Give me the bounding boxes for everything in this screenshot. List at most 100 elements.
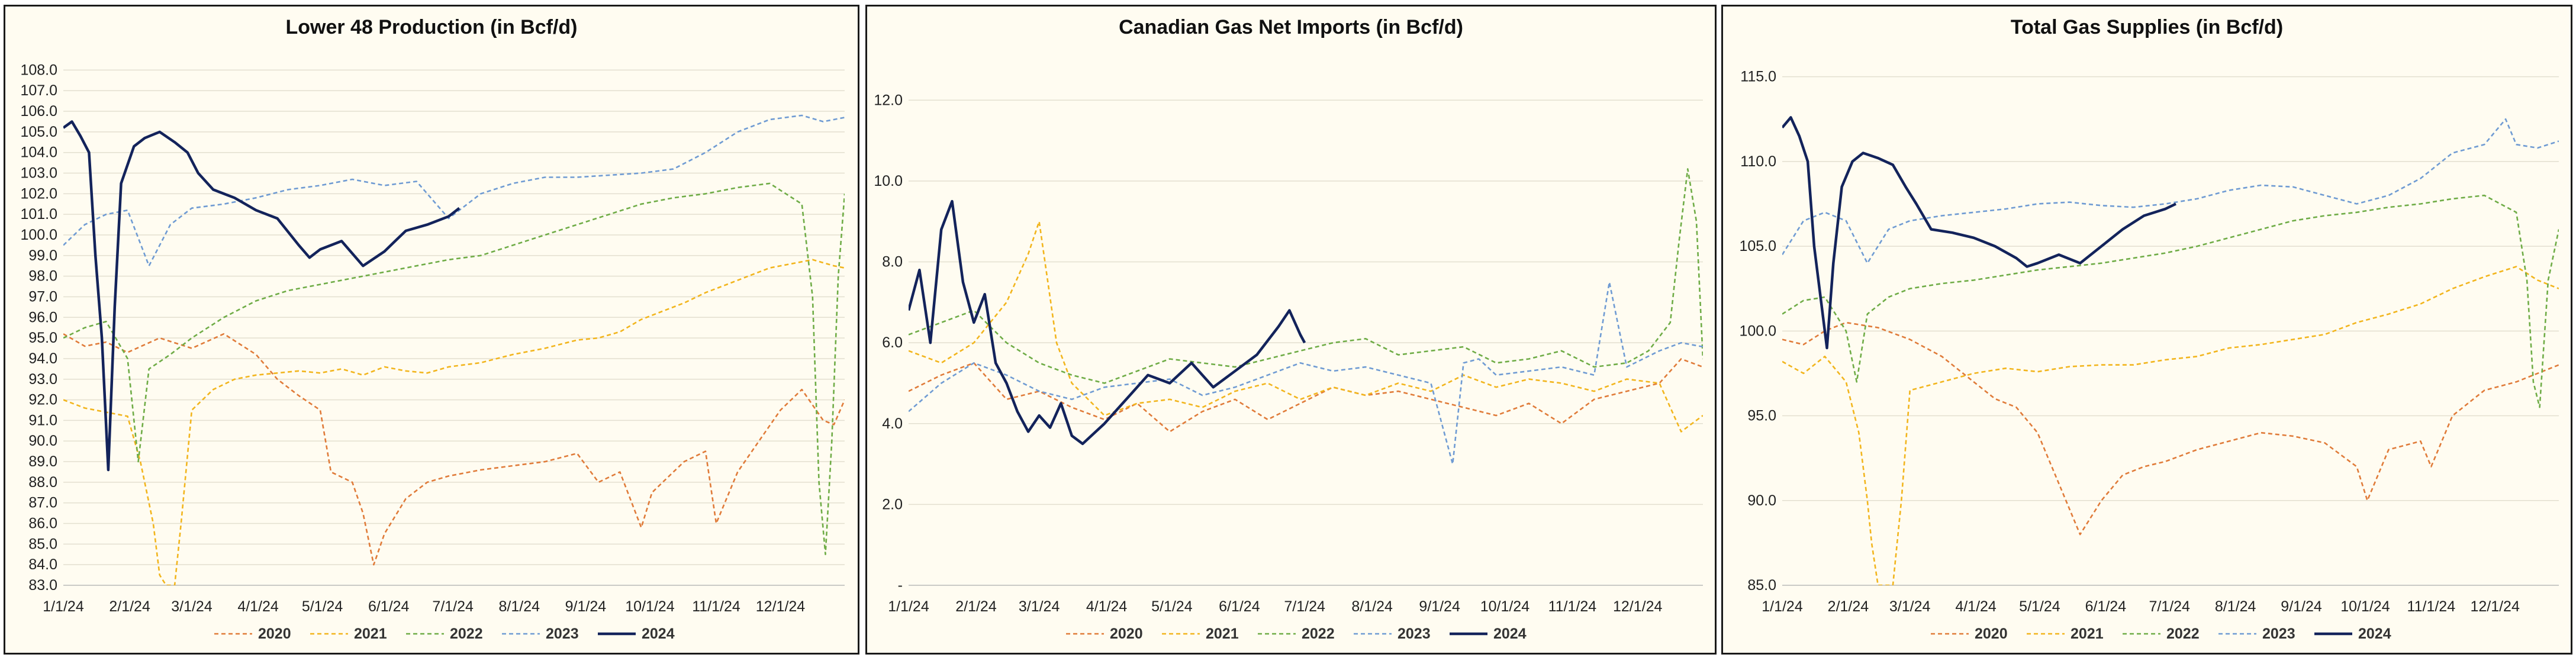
y-tick-label: 105.0 — [1739, 238, 1776, 254]
x-tick-label: 10/1/24 — [625, 598, 675, 615]
series-line-2023 — [909, 281, 1703, 465]
chart-title: Total Gas Supplies (in Bcf/d) — [2011, 16, 2283, 38]
y-tick-label: 97.0 — [28, 288, 57, 305]
y-tick-label: 98.0 — [28, 268, 57, 285]
x-tick-label: 8/1/24 — [2215, 598, 2256, 615]
y-tick-label: 4.0 — [882, 415, 903, 432]
x-tick-label: 2/1/24 — [1828, 598, 1869, 615]
chart-panel-lower48-production: Lower 48 Production (in Bcf/d) 83.0 84.0 85… — [4, 5, 859, 655]
y-tick-label: 95.0 — [28, 330, 57, 346]
y-tick-label: 115.0 — [1740, 69, 1776, 85]
y-tick-label: 89.0 — [28, 453, 57, 470]
x-tick-label: 10/1/24 — [2340, 598, 2390, 615]
y-tick-label: 85.0 — [28, 536, 57, 552]
x-tick-label: 12/1/24 — [2470, 598, 2520, 615]
y-tick-label: 95.0 — [1747, 408, 1776, 424]
chart-panel-canadian-imports: Canadian Gas Net Imports (in Bcf/d) - 2.0 4… — [865, 5, 1717, 655]
x-tick-label: 7/1/24 — [1284, 598, 1325, 615]
series-line-2022 — [63, 182, 845, 556]
x-tick-label: 12/1/24 — [756, 598, 806, 615]
series-line-2020 — [1782, 321, 2559, 536]
chart-canadian-imports: Canadian Gas Net Imports (in Bcf/d) - 2.0 4… — [874, 16, 1703, 642]
y-tick-label: 10.0 — [874, 173, 903, 189]
chart-title: Canadian Gas Net Imports (in Bcf/d) — [1119, 16, 1463, 38]
series-line-2024 — [909, 199, 1306, 446]
x-tick-label: 11/1/24 — [2407, 598, 2456, 615]
x-tick-label: 2/1/24 — [955, 598, 997, 615]
x-tick-label: 9/1/24 — [565, 598, 607, 615]
legend-label-2023: 2023 — [546, 626, 579, 642]
y-tick-label: 86.0 — [28, 515, 57, 532]
legend-label-2024: 2024 — [1493, 626, 1527, 642]
y-tick-label: 8.0 — [882, 254, 903, 270]
x-tick-label: 9/1/24 — [1419, 598, 1460, 615]
y-tick-label: 105.0 — [20, 124, 57, 140]
chart-title: Lower 48 Production (in Bcf/d) — [285, 16, 577, 38]
y-tick-label: 106.0 — [20, 103, 57, 120]
x-tick-label: 9/1/24 — [2281, 598, 2322, 615]
series-line-2023 — [1782, 118, 2559, 264]
legend-label-2023: 2023 — [1398, 626, 1431, 642]
x-tick-label: 8/1/24 — [1351, 598, 1393, 615]
series-line-2024 — [63, 120, 461, 472]
legend-label-2022: 2022 — [1302, 626, 1335, 642]
y-tick-label: 85.0 — [1747, 577, 1776, 594]
y-tick-label: 92.0 — [28, 392, 57, 408]
legend-label-2022: 2022 — [2166, 626, 2200, 642]
legend-label-2022: 2022 — [450, 626, 483, 642]
legend-label-2021: 2021 — [1206, 626, 1239, 642]
x-tick-label: 12/1/24 — [1613, 598, 1663, 615]
x-tick-label: 5/1/24 — [2019, 598, 2060, 615]
x-tick-label: 4/1/24 — [237, 598, 279, 615]
legend-label-2024: 2024 — [2358, 626, 2391, 642]
y-tick-label: 101.0 — [20, 206, 57, 223]
series-line-2022 — [1782, 194, 2559, 408]
chart-total-supplies: Total Gas Supplies (in Bcf/d) 85.0 90.0 95.… — [1739, 16, 2559, 642]
x-tick-label: 11/1/24 — [692, 598, 740, 615]
x-tick-label: 8/1/24 — [499, 598, 540, 615]
y-tick-label: 88.0 — [28, 474, 57, 491]
y-tick-label: 103.0 — [20, 165, 57, 182]
y-tick-label: 100.0 — [20, 227, 57, 243]
y-tick-label: 108.0 — [20, 62, 57, 78]
series-line-2021 — [63, 259, 845, 585]
y-tick-label: 12.0 — [874, 92, 903, 108]
x-tick-label: 1/1/24 — [1762, 598, 1803, 615]
x-tick-label: 3/1/24 — [171, 598, 212, 615]
y-tick-label: 90.0 — [1747, 492, 1776, 509]
series-line-2020 — [909, 358, 1703, 433]
chart-panel-total-supplies: Total Gas Supplies (in Bcf/d) 85.0 90.0 95.… — [1721, 5, 2572, 655]
y-tick-label: 99.0 — [28, 247, 57, 264]
x-tick-label: 5/1/24 — [1151, 598, 1193, 615]
y-tick-label: 96.0 — [28, 309, 57, 325]
legend-label-2020: 2020 — [1975, 626, 2008, 642]
series-line-2023 — [63, 114, 845, 267]
x-tick-label: 5/1/24 — [302, 598, 343, 615]
series-line-2024 — [1782, 116, 2176, 350]
y-tick-label: 6.0 — [882, 334, 903, 351]
x-tick-label: 6/1/24 — [2085, 598, 2127, 615]
x-tick-label: 1/1/24 — [888, 598, 929, 615]
y-tick-label: 87.0 — [28, 495, 57, 511]
series-line-2021 — [909, 220, 1703, 433]
legend-label-2020: 2020 — [1110, 626, 1143, 642]
legend-label-2020: 2020 — [258, 626, 291, 642]
legend-label-2021: 2021 — [2071, 626, 2104, 642]
y-tick-label: 102.0 — [20, 185, 57, 202]
y-tick-label: 93.0 — [28, 371, 57, 388]
y-tick-label: 84.0 — [28, 556, 57, 573]
y-tick-label: 91.0 — [28, 412, 57, 428]
x-tick-label: 11/1/24 — [1548, 598, 1597, 615]
x-tick-label: 6/1/24 — [368, 598, 410, 615]
legend-label-2024: 2024 — [642, 626, 675, 642]
x-tick-label: 4/1/24 — [1955, 598, 1997, 615]
x-tick-label: 7/1/24 — [432, 598, 474, 615]
x-tick-label: 7/1/24 — [2149, 598, 2190, 615]
x-tick-label: 4/1/24 — [1086, 598, 1128, 615]
y-tick-label: 100.0 — [1739, 323, 1776, 339]
legend-label-2023: 2023 — [2262, 626, 2295, 642]
series-line-2022 — [909, 168, 1703, 384]
y-tick-label: 110.0 — [1740, 153, 1776, 170]
x-tick-label: 3/1/24 — [1019, 598, 1060, 615]
